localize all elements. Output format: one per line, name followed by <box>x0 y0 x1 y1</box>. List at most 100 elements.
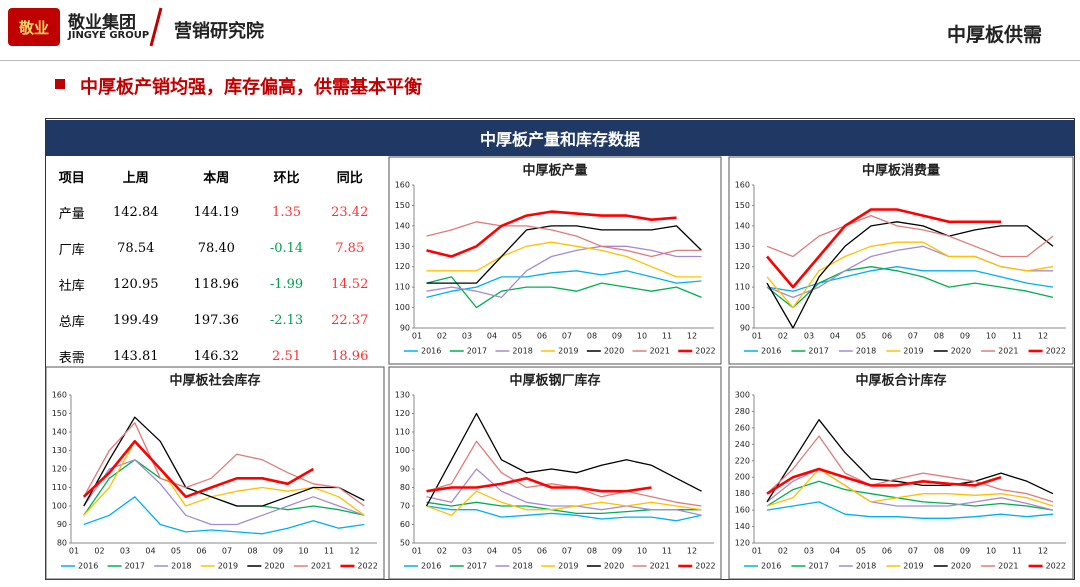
y-tick-label: 110 <box>52 483 67 492</box>
table-row: 社库 120.95 118.96 -1.99 14.52 <box>48 266 383 302</box>
table-row: 产量 142.84 144.19 1.35 23.42 <box>48 194 383 230</box>
series-line <box>766 241 1054 309</box>
chart-frame <box>388 156 722 365</box>
table-cell: 14.52 <box>331 276 369 292</box>
x-tick-label: 03 <box>804 547 814 556</box>
x-tick-label: 11 <box>662 547 672 556</box>
table-cell: 143.81 <box>113 348 159 364</box>
legend-label: 2016 <box>421 562 441 571</box>
x-tick-label: 12 <box>1038 332 1048 341</box>
series-line <box>426 221 702 258</box>
x-tick-label: 03 <box>462 547 472 556</box>
legend-label: 2020 <box>951 347 971 356</box>
table-cell: -1.99 <box>269 276 304 292</box>
chart-title: 中厚板钢厂库存 <box>509 373 600 389</box>
x-tick-label: 05 <box>171 547 181 556</box>
x-tick-label: 03 <box>462 332 472 341</box>
y-tick-label: 150 <box>395 201 410 210</box>
x-tick-label: 12 <box>1038 547 1048 556</box>
y-tick-label: 280 <box>735 407 750 416</box>
legend-label: 2022 <box>695 562 715 571</box>
y-tick-label: 90 <box>400 465 410 474</box>
y-tick-label: 140 <box>735 221 750 230</box>
x-tick-label: 01 <box>752 547 762 556</box>
table-cell: 78.54 <box>117 240 155 256</box>
logo-badge: 敬业 <box>8 8 60 46</box>
table-cell: 本周 <box>203 170 230 186</box>
x-tick-label: 02 <box>94 547 104 556</box>
table-cell: 表需 <box>58 350 85 366</box>
y-tick-label: 130 <box>395 242 410 251</box>
y-tick-label: 70 <box>400 502 410 511</box>
x-tick-label: 02 <box>437 547 447 556</box>
series-line <box>426 210 677 258</box>
table-cell: 23.42 <box>331 204 369 220</box>
table-cell: 社库 <box>58 278 85 294</box>
table-cell: 总库 <box>58 314 85 330</box>
y-tick-label: 160 <box>395 181 410 190</box>
legend-label: 2017 <box>125 562 145 571</box>
x-tick-label: 04 <box>145 547 155 556</box>
page-title: 中厚板供需 <box>946 24 1042 46</box>
x-tick-label: 10 <box>986 332 996 341</box>
x-tick-label: 09 <box>612 332 622 341</box>
legend-label: 2018 <box>856 347 876 356</box>
y-tick-label: 60 <box>400 520 410 529</box>
table-cell: 146.32 <box>193 348 240 364</box>
table-cell: 项目 <box>58 170 85 186</box>
y-tick-label: 150 <box>52 409 67 418</box>
x-tick-label: 08 <box>247 547 257 556</box>
x-tick-label: 06 <box>882 332 892 341</box>
x-tick-label: 12 <box>687 547 697 556</box>
x-tick-label: 09 <box>960 547 970 556</box>
chart-title: 中厚板消费量 <box>862 163 940 179</box>
series-line <box>766 266 1054 309</box>
series-line <box>426 490 702 516</box>
table-cell: 120.95 <box>113 276 159 292</box>
x-tick-label: 04 <box>487 332 497 341</box>
x-tick-label: 03 <box>804 332 814 341</box>
series-line <box>83 496 365 535</box>
y-tick-label: 300 <box>735 391 750 400</box>
legend-label: 2019 <box>903 347 923 356</box>
legend-label: 2019 <box>218 562 238 571</box>
series-line <box>766 468 1054 507</box>
table-cell: 22.37 <box>331 312 369 328</box>
bullet-text: 中厚板产销均强，库存偏高，供需基本平衡 <box>80 77 422 98</box>
y-tick-label: 130 <box>52 446 67 455</box>
legend-label: 2021 <box>998 562 1018 571</box>
legend-label: 2021 <box>650 347 670 356</box>
table-cell: -2.13 <box>269 312 304 328</box>
header-rule <box>0 60 1080 61</box>
x-tick-label: 09 <box>960 332 970 341</box>
table-cell: 厂库 <box>58 242 85 258</box>
panel-title: 中厚板产量和库存数据 <box>46 120 1074 156</box>
x-tick-label: 09 <box>273 547 283 556</box>
series-line <box>425 412 702 507</box>
y-tick-label: 120 <box>395 409 410 418</box>
x-tick-label: 06 <box>537 332 547 341</box>
x-tick-label: 02 <box>778 547 788 556</box>
legend-label: 2019 <box>558 347 578 356</box>
y-tick-label: 130 <box>395 391 410 400</box>
series-line <box>426 276 702 309</box>
series-line <box>83 440 365 516</box>
table-cell: 78.40 <box>197 240 235 256</box>
x-tick-label: 07 <box>222 547 232 556</box>
x-tick-label: 01 <box>69 547 79 556</box>
x-tick-label: 10 <box>986 547 996 556</box>
table-cell: 118.96 <box>193 276 240 292</box>
legend-label: 2018 <box>171 562 191 571</box>
legend-label: 2021 <box>998 347 1018 356</box>
table-cell: 2.51 <box>272 348 301 364</box>
y-tick-label: 90 <box>57 520 67 529</box>
legend-label: 2020 <box>604 562 624 571</box>
x-tick-label: 08 <box>934 332 944 341</box>
data-table: 项目 上周 本周 环比 同比 产量 142.84 144.19 1.35 23.42 厂库 78.54… <box>48 158 383 374</box>
x-tick-label: 01 <box>752 332 762 341</box>
legend-label: 2016 <box>761 347 781 356</box>
y-tick-label: 120 <box>735 539 750 548</box>
x-tick-label: 11 <box>324 547 334 556</box>
legend-label: 2019 <box>903 562 923 571</box>
series-line <box>766 480 1054 511</box>
